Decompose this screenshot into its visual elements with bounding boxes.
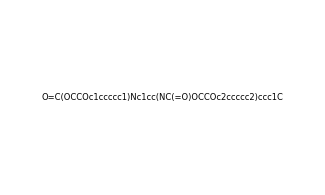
Text: O=C(OCCOc1ccccc1)Nc1cc(NC(=O)OCCOc2ccccc2)ccc1C: O=C(OCCOc1ccccc1)Nc1cc(NC(=O)OCCOc2ccccc… bbox=[42, 93, 283, 102]
